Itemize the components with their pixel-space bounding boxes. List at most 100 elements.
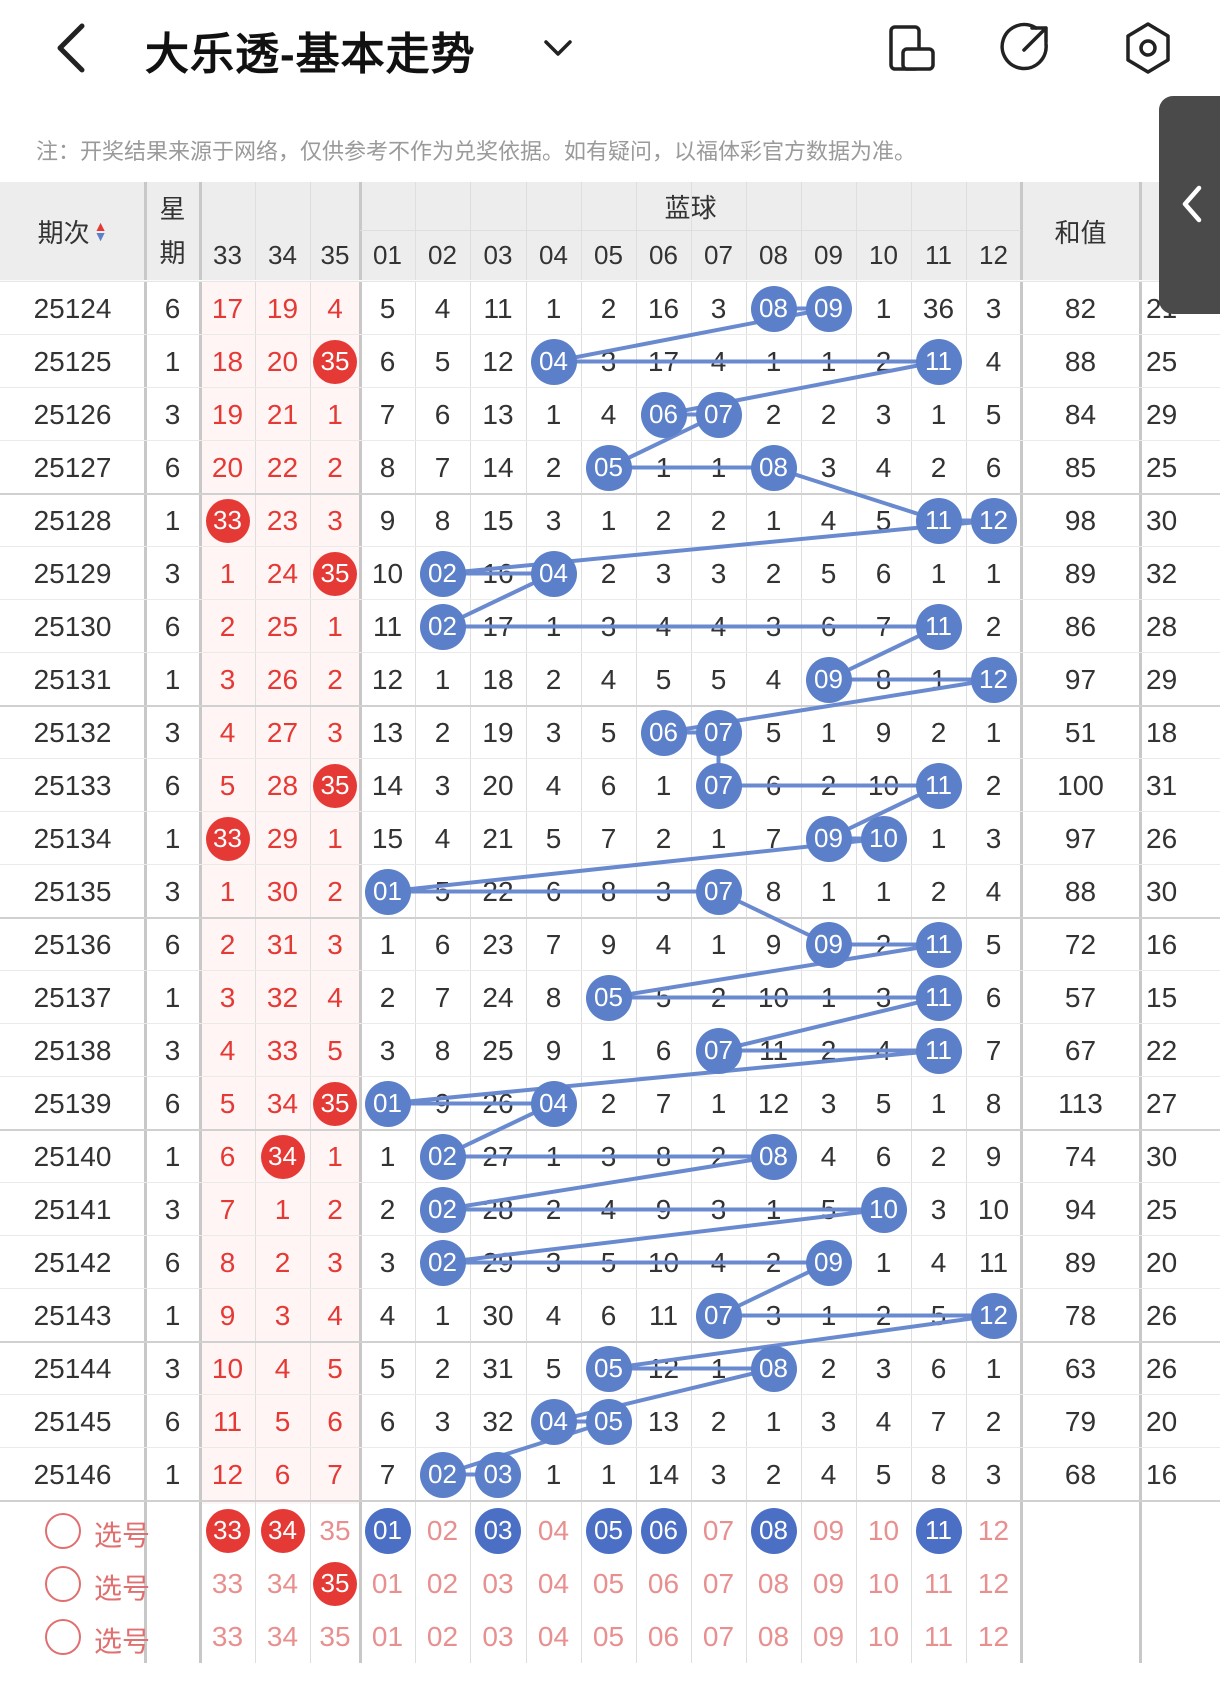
blue-miss-cell: 5 [985,928,1002,960]
pick-row-label[interactable]: 选号 [94,1520,151,1551]
pick-red-ball-selected[interactable]: 34 [260,1508,305,1553]
blue-miss-cell: 5 [875,1087,892,1119]
blue-miss-cell: 1 [875,875,892,907]
blue-miss-cell: 3 [710,1193,727,1225]
red-miss-cell: 5 [219,1087,236,1119]
grid-line [526,182,527,1663]
blue-miss-cell: 1 [379,928,396,960]
sum-cell: 97 [1064,663,1097,695]
pick-blue-ball[interactable]: 11 [923,1567,954,1599]
blue-miss-cell: 2 [820,1352,837,1384]
pick-red-ball-selected[interactable]: 33 [205,1508,250,1553]
blue-miss-cell: 17 [482,610,514,642]
blue-miss-cell: 1 [875,1246,892,1278]
pick-blue-ball[interactable]: 02 [426,1620,459,1652]
blue-miss-cell: 12 [757,1087,790,1119]
blue-miss-cell: 7 [985,1034,1002,1066]
pick-blue-ball[interactable]: 12 [977,1620,1010,1652]
blue-miss-cell: 3 [765,610,782,642]
pick-blue-ball[interactable]: 08 [757,1620,790,1652]
back-button[interactable] [48,20,98,76]
blue-miss-cell: 1 [545,610,562,642]
pick-blue-ball-selected[interactable]: 11 [915,1507,962,1554]
blue-column-header: 07 [704,239,733,270]
pick-blue-ball[interactable]: 01 [371,1567,404,1599]
pick-row-radio[interactable] [45,1619,81,1655]
blue-miss-cell: 23 [482,928,514,960]
pick-red-ball[interactable]: 34 [266,1567,299,1599]
pick-blue-ball[interactable]: 07 [702,1514,735,1546]
pick-blue-ball[interactable]: 03 [482,1567,514,1599]
blue-miss-cell: 3 [434,769,451,801]
weekday-cell: 1 [164,1299,181,1331]
pick-red-ball[interactable]: 33 [211,1620,244,1652]
row-divider [0,811,1220,812]
sum-cell: 89 [1064,1246,1097,1278]
pick-blue-ball-selected[interactable]: 05 [585,1507,632,1554]
pick-blue-ball[interactable]: 04 [537,1567,570,1599]
pick-blue-ball[interactable]: 09 [812,1620,845,1652]
blue-miss-cell: 6 [434,398,451,430]
disclaimer-note: 注：开奖结果来源于网络，仅供参考不作为兑奖依据。如有疑问，以福体彩官方数据为准。 [36,139,917,164]
pick-blue-ball[interactable]: 09 [812,1567,845,1599]
share-icon [1000,22,1048,71]
pick-blue-ball[interactable]: 11 [923,1620,954,1652]
pick-blue-ball[interactable]: 07 [702,1620,735,1652]
pick-blue-ball[interactable]: 07 [702,1567,735,1599]
pick-red-ball[interactable]: 33 [211,1567,244,1599]
red-miss-cell: 3 [219,981,236,1013]
pick-blue-ball[interactable]: 04 [537,1620,570,1652]
pick-blue-ball[interactable]: 10 [867,1620,900,1652]
side-panel-handle[interactable] [1159,96,1220,314]
blue-miss-cell: 6 [875,1140,892,1172]
red-miss-cell: 2 [327,1193,343,1225]
next-column-cell: 25 [1146,345,1178,377]
pick-red-ball[interactable]: 35 [319,1514,351,1546]
pick-blue-ball-selected[interactable]: 03 [475,1507,521,1554]
pick-blue-ball[interactable]: 10 [867,1514,900,1546]
pick-blue-ball[interactable]: 08 [757,1567,790,1599]
pick-row-radio[interactable] [45,1566,81,1602]
next-column-cell: 22 [1146,1034,1178,1066]
pick-blue-ball[interactable]: 12 [977,1514,1010,1546]
period-cell: 25137 [33,981,112,1013]
pick-red-ball[interactable]: 35 [319,1620,351,1652]
settings-button[interactable] [1118,18,1178,78]
blue-miss-cell: 8 [434,504,451,536]
pick-blue-ball[interactable]: 06 [647,1620,680,1652]
pick-blue-ball[interactable]: 02 [426,1514,459,1546]
pick-blue-ball-selected[interactable]: 01 [364,1507,411,1554]
blue-miss-cell: 5 [379,1352,396,1384]
blue-miss-cell: 8 [985,1087,1002,1119]
pick-row-radio[interactable] [45,1513,81,1549]
grid-line [415,182,416,1663]
blue-miss-cell: 9 [434,1087,451,1119]
red-miss-cell: 5 [219,769,236,801]
screen-rotate-button[interactable] [882,18,942,78]
pick-blue-ball[interactable]: 01 [371,1620,404,1652]
pick-blue-ball-selected[interactable]: 06 [640,1507,687,1554]
share-button[interactable] [996,18,1056,78]
pick-red-ball[interactable]: 34 [266,1620,299,1652]
pick-blue-ball-selected[interactable]: 08 [750,1507,797,1554]
pick-blue-ball[interactable]: 06 [647,1567,680,1599]
pick-blue-ball[interactable]: 03 [482,1620,514,1652]
blue-miss-cell: 2 [930,716,947,748]
pick-blue-ball[interactable]: 02 [426,1567,459,1599]
pick-blue-ball[interactable]: 04 [537,1514,570,1546]
period-header[interactable]: 期次 ▲ ▼ [0,182,145,280]
blue-miss-cell: 2 [930,451,947,483]
red-ball-hit: 34 [260,1134,305,1179]
pick-blue-ball[interactable]: 05 [592,1620,625,1652]
period-cell: 25124 [33,292,112,324]
pick-red-ball-selected[interactable]: 35 [313,1561,357,1606]
pick-row-label[interactable]: 选号 [94,1626,151,1657]
pick-blue-ball[interactable]: 10 [867,1567,900,1599]
weekday-cell: 3 [164,398,181,430]
pick-row-label[interactable]: 选号 [94,1573,151,1604]
pick-blue-ball[interactable]: 09 [812,1514,845,1546]
lottery-type-dropdown[interactable] [540,30,576,66]
pick-blue-ball[interactable]: 12 [977,1567,1010,1599]
blue-miss-cell: 13 [482,398,514,430]
pick-blue-ball[interactable]: 05 [592,1567,625,1599]
